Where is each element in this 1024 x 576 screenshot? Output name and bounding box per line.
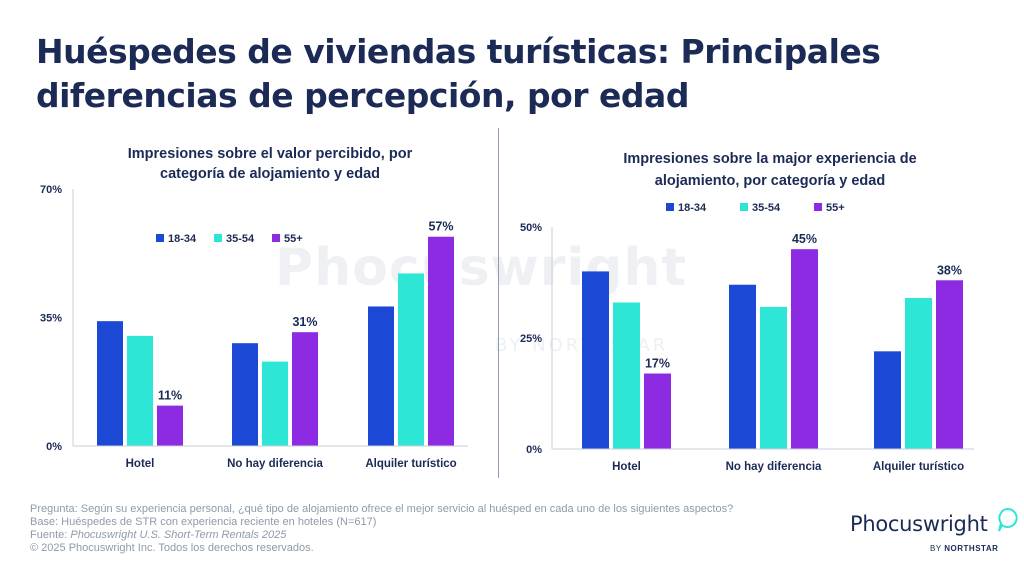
- footer-question: Pregunta: Según su experiencia personal,…: [30, 503, 734, 515]
- y-tick-label: 70%: [40, 184, 62, 196]
- footer-base: Base: Huéspedes de STR con experiencia r…: [30, 516, 377, 528]
- bar-35-54-No hay diferencia: [262, 361, 288, 446]
- title-line-2: diferencias de percepción, por edad: [36, 76, 689, 115]
- category-label: No hay diferencia: [227, 458, 323, 470]
- page-title: Huéspedes de viviendas turísticas: Princ…: [36, 30, 1016, 118]
- bar-18-34-No hay diferencia: [729, 284, 756, 449]
- category-label: No hay diferencia: [726, 461, 822, 473]
- legend-swatch: [214, 234, 222, 242]
- chart-title-line: Impresiones sobre el valor percibido, po…: [128, 146, 413, 162]
- footer-source-prefix: Fuente:: [30, 529, 71, 541]
- chart-title-line: categoría de alojamiento y edad: [160, 166, 380, 182]
- phocuswright-logo: Phocuswright BY NORTHSTAR: [850, 507, 1018, 553]
- footer-copyright: © 2025 Phocuswright Inc. Todos los derec…: [30, 542, 314, 554]
- chart-perceived-value: Impresiones sobre el valor percibido, po…: [40, 146, 468, 470]
- footer-source-title: Phocuswright U.S. Short-Term Rentals 202…: [70, 529, 287, 541]
- y-tick-label: 0%: [526, 444, 542, 456]
- category-label: Alquiler turístico: [365, 458, 456, 470]
- bar-55+-Hotel: [157, 405, 183, 446]
- legend-label: 35-54: [226, 233, 255, 245]
- bar-55+-No hay diferencia: [292, 332, 318, 446]
- footer-source: Fuente: Phocuswright U.S. Short-Term Ren…: [30, 529, 733, 542]
- chart-divider: [498, 128, 499, 478]
- legend-swatch: [666, 203, 674, 211]
- data-label: 45%: [792, 232, 817, 246]
- title-line-1: Huéspedes de viviendas turísticas: Princ…: [36, 32, 881, 71]
- category-label: Hotel: [126, 458, 155, 470]
- bar-35-54-Hotel: [127, 335, 153, 446]
- legend-swatch: [156, 234, 164, 242]
- bar-35-54-Alquiler turístico: [398, 273, 424, 446]
- legend-swatch: [272, 234, 280, 242]
- bar-55+-No hay diferencia: [791, 249, 818, 449]
- footer-notes: Pregunta: Según su experiencia personal,…: [30, 503, 733, 555]
- bar-18-34-Hotel: [582, 271, 609, 449]
- bar-55+-Hotel: [644, 373, 671, 449]
- chart-title-line: alojamiento, por categoría y edad: [655, 173, 885, 189]
- legend-label: 18-34: [168, 233, 197, 245]
- logo-brand: NORTHSTAR: [944, 544, 999, 553]
- y-tick-label: 35%: [40, 313, 62, 325]
- legend-swatch: [814, 203, 822, 211]
- legend-label: 55+: [826, 202, 845, 214]
- data-label: 57%: [428, 220, 453, 234]
- data-label: 31%: [292, 315, 317, 329]
- legend-label: 18-34: [678, 202, 707, 214]
- chart-title-line: Impresiones sobre la major experiencia d…: [623, 151, 916, 167]
- bar-35-54-No hay diferencia: [760, 306, 787, 449]
- bar-35-54-Alquiler turístico: [905, 298, 932, 449]
- y-tick-label: 25%: [520, 333, 542, 345]
- logo-by: BY: [930, 544, 942, 553]
- logo-wordmark: Phocuswright: [850, 512, 988, 536]
- bar-55+-Alquiler turístico: [936, 280, 963, 449]
- category-label: Hotel: [612, 461, 641, 473]
- bar-18-34-No hay diferencia: [232, 343, 258, 446]
- y-tick-label: 50%: [520, 222, 542, 234]
- chart-best-experience: Impresiones sobre la major experiencia d…: [520, 151, 974, 473]
- data-label: 38%: [937, 263, 962, 277]
- bar-18-34-Alquiler turístico: [874, 351, 901, 449]
- data-label: 17%: [645, 357, 670, 371]
- legend-label: 55+: [284, 233, 303, 245]
- bar-18-34-Hotel: [97, 321, 123, 446]
- speech-bubble-icon: [998, 507, 1018, 532]
- bar-18-34-Alquiler turístico: [368, 306, 394, 446]
- legend-swatch: [740, 203, 748, 211]
- logo-byline: BY NORTHSTAR: [930, 544, 998, 553]
- category-label: Alquiler turístico: [873, 461, 964, 473]
- bar-55+-Alquiler turístico: [428, 236, 454, 446]
- legend-label: 35-54: [752, 202, 781, 214]
- data-label: 11%: [158, 389, 182, 403]
- y-tick-label: 0%: [46, 441, 62, 453]
- bar-35-54-Hotel: [613, 302, 640, 449]
